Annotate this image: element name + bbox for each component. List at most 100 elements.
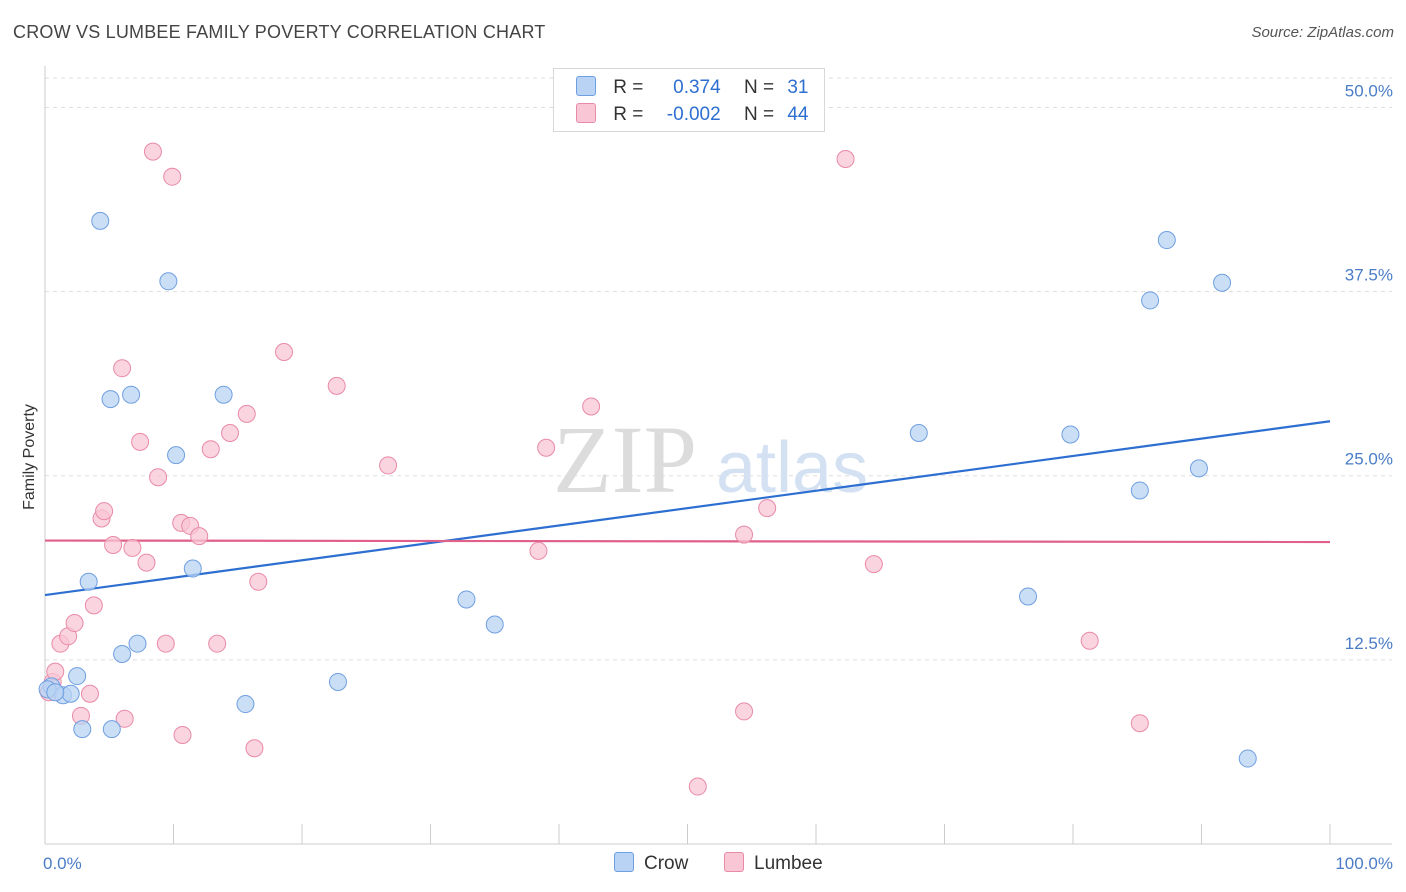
lumbee-point-10 — [95, 502, 114, 521]
crow-point-6 — [91, 211, 110, 230]
crow-n-value: 31 — [787, 77, 809, 98]
lumbee-point-24 — [190, 527, 209, 546]
lumbee-point-43 — [1080, 631, 1099, 650]
lumbee-point-29 — [245, 739, 264, 758]
bottom-legend-crow: Crow — [614, 852, 688, 875]
lumbee-point-12 — [113, 359, 132, 378]
crow-point-22 — [1061, 425, 1080, 444]
crow-point-7 — [101, 390, 120, 409]
lumbee-point-30 — [249, 572, 268, 591]
crow-point-12 — [159, 272, 178, 291]
lumbee-point-19 — [156, 634, 175, 653]
watermark-atlas: atlas — [716, 428, 868, 508]
crow-r-label: R = — [613, 77, 644, 98]
crow-n-label: N = — [743, 77, 775, 98]
lumbee-point-25 — [201, 440, 220, 459]
legend-row-crow: R = 0.374 N = 31 — [576, 76, 808, 100]
lumbee-point-17 — [143, 142, 162, 161]
lumbee-point-31 — [275, 342, 294, 361]
bottom-crow-label: Crow — [644, 853, 689, 874]
lumbee-point-11 — [104, 535, 123, 554]
lumbee-point-13 — [115, 709, 134, 728]
lumbee-point-15 — [131, 432, 150, 451]
bottom-lumbee-swatch — [724, 852, 744, 872]
crow-point-3 — [68, 667, 87, 686]
crow-point-21 — [1019, 587, 1038, 606]
crow-point-23 — [1130, 481, 1149, 500]
y-axis-label: Family Poverty — [21, 404, 38, 510]
lumbee-point-35 — [537, 438, 556, 457]
crow-point-30 — [46, 683, 65, 702]
lumbee-point-33 — [379, 456, 398, 475]
crow-point-28 — [1238, 749, 1257, 768]
lumbee-point-7 — [80, 684, 99, 703]
lumbee-point-27 — [221, 424, 240, 443]
x-tick-label-start: 0.0% — [43, 854, 82, 873]
crow-point-19 — [485, 615, 504, 634]
crow-swatch — [576, 76, 596, 96]
lumbee-point-14 — [123, 538, 142, 557]
crow-point-18 — [457, 590, 476, 609]
trend-lines — [44, 420, 1331, 597]
lumbee-point-39 — [735, 702, 754, 721]
y-tick-label-3: 50.0% — [1345, 81, 1393, 100]
crow-point-5 — [79, 572, 98, 591]
crow-r-value: 0.374 — [673, 77, 721, 98]
lumbee-point-32 — [327, 376, 346, 395]
lumbee-point-44 — [1130, 714, 1149, 733]
bottom-legend-lumbee: Lumbee — [724, 852, 823, 875]
lumbee-point-42 — [864, 555, 883, 574]
grid-lines — [45, 77, 1392, 661]
lumbee-point-40 — [758, 499, 777, 518]
crow-point-16 — [236, 695, 255, 714]
crow-point-2 — [61, 684, 80, 703]
lumbee-swatch — [576, 103, 596, 123]
crow-point-8 — [102, 720, 121, 739]
chart-title: CROW VS LUMBEE FAMILY POVERTY CORRELATIO… — [13, 22, 546, 42]
crow-point-27 — [1213, 273, 1232, 292]
crow-point-4 — [73, 720, 92, 739]
lumbee-point-41 — [836, 150, 855, 169]
y-tick-label-0: 12.5% — [1345, 634, 1393, 653]
lumbee-point-36 — [582, 397, 601, 416]
crow-point-13 — [167, 446, 186, 465]
bottom-crow-swatch — [614, 852, 634, 872]
watermark-zip: ZIP — [553, 406, 697, 513]
crow-point-17 — [328, 672, 347, 691]
lumbee-point-5 — [65, 614, 84, 633]
lumbee-n-value: 44 — [787, 104, 809, 125]
lumbee-n-label: N = — [743, 104, 775, 125]
correlation-legend: R = 0.374 N = 31 R = -0.002 N = 44 — [553, 68, 825, 132]
lumbee-r-value: -0.002 — [666, 104, 721, 125]
y-tick-label-2: 37.5% — [1345, 266, 1393, 285]
lumbee-point-8 — [84, 596, 103, 615]
lumbee-point-20 — [163, 167, 182, 186]
crow-trend-line — [44, 420, 1331, 597]
crow-point-20 — [909, 424, 928, 443]
y-tick-label-1: 25.0% — [1345, 450, 1393, 469]
crow-point-15 — [214, 385, 233, 404]
lumbee-point-2 — [46, 662, 65, 681]
crow-point-9 — [113, 644, 132, 663]
lumbee-point-38 — [735, 525, 754, 544]
crow-point-10 — [122, 385, 141, 404]
bottom-lumbee-label: Lumbee — [754, 853, 823, 874]
crow-point-14 — [183, 559, 202, 578]
legend-row-lumbee: R = -0.002 N = 44 — [576, 103, 808, 127]
lumbee-point-22 — [173, 725, 192, 744]
crow-point-26 — [1189, 459, 1208, 478]
watermark: ZIP atlas — [553, 406, 868, 513]
crow-point-25 — [1157, 231, 1176, 250]
data-points — [38, 142, 1257, 796]
lumbee-point-28 — [237, 404, 256, 423]
lumbee-point-18 — [149, 468, 168, 487]
lumbee-point-16 — [137, 553, 156, 572]
lumbee-point-34 — [529, 541, 548, 560]
lumbee-point-37 — [688, 777, 707, 796]
axes — [44, 66, 1392, 845]
lumbee-point-26 — [208, 634, 227, 653]
chart-source: Source: ZipAtlas.com — [1251, 24, 1394, 41]
x-tick-label-end: 100.0% — [1335, 854, 1393, 873]
lumbee-trend-line — [44, 539, 1331, 544]
